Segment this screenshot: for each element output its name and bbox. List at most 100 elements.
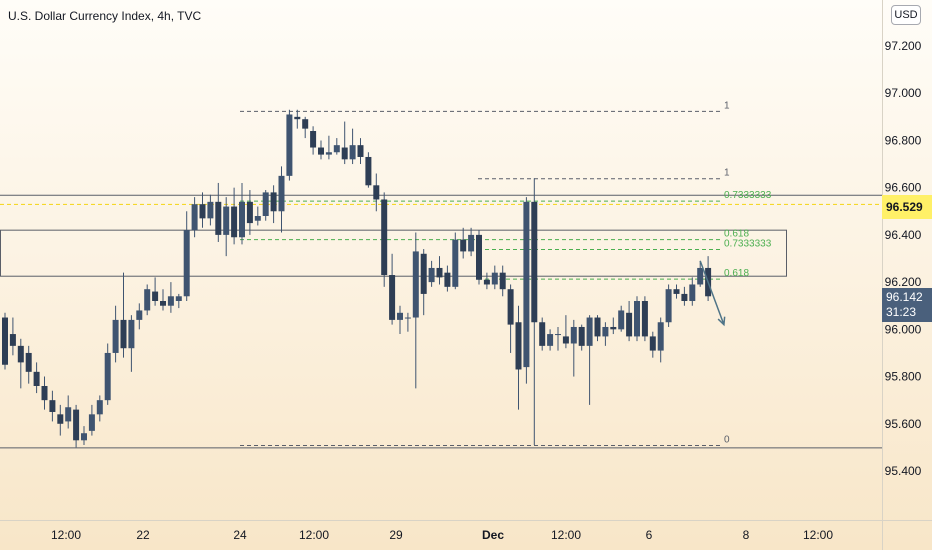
candle-body xyxy=(9,334,16,346)
candle-body xyxy=(689,284,696,301)
y-tick-label: 95.400 xyxy=(885,464,922,478)
candle-body xyxy=(191,204,198,231)
candle-body xyxy=(507,289,514,325)
candle-body xyxy=(49,400,56,412)
candle-body xyxy=(444,272,451,287)
x-tick-label: 12:00 xyxy=(551,528,581,542)
candle-body xyxy=(88,414,95,431)
candle-body xyxy=(302,119,309,129)
candle-body xyxy=(81,433,87,441)
candle-body xyxy=(136,310,143,320)
candle-body xyxy=(657,322,664,351)
candle-body xyxy=(436,267,443,278)
candle-body xyxy=(294,116,301,120)
x-tick-label: 12:00 xyxy=(51,528,81,542)
candle-body xyxy=(404,317,411,319)
currency-button[interactable]: USD xyxy=(891,5,921,25)
candle-body xyxy=(428,267,435,283)
candle-body xyxy=(681,293,688,301)
y-tick-label: 96.800 xyxy=(885,133,922,147)
x-tick-label: 22 xyxy=(136,528,150,542)
candle-body xyxy=(341,147,348,160)
candle-body xyxy=(199,204,206,219)
last-price-tag: 96.142 31:23 xyxy=(882,288,932,322)
candle-body xyxy=(65,407,72,422)
candle-body xyxy=(602,326,609,337)
candle-body xyxy=(231,206,238,238)
candle-body xyxy=(239,201,245,238)
candle-body xyxy=(460,239,467,252)
candle-body xyxy=(17,345,24,363)
candle-body xyxy=(160,301,166,306)
candle-body xyxy=(262,192,269,216)
candle-body xyxy=(634,301,640,337)
last-price-value: 96.142 xyxy=(886,290,923,304)
candle-body xyxy=(649,336,656,351)
candle-body xyxy=(381,199,388,276)
candle-body xyxy=(349,145,356,160)
candle-body xyxy=(286,114,293,176)
candle-body xyxy=(476,234,482,280)
candle-body xyxy=(365,156,372,186)
candle-body xyxy=(270,192,277,212)
candle-body xyxy=(610,326,617,330)
candle-body xyxy=(618,310,625,330)
candle-body xyxy=(207,201,214,219)
candle-body xyxy=(2,317,8,365)
candle-body xyxy=(278,175,285,212)
y-tick-label: 95.600 xyxy=(885,417,922,431)
candle-body xyxy=(491,272,498,285)
fib-level-label: 0 xyxy=(724,435,730,446)
y-tick-label: 95.800 xyxy=(885,370,922,384)
candle-body xyxy=(357,145,364,157)
candle-body xyxy=(665,289,672,323)
annotation-arrow xyxy=(699,260,725,325)
fib-level-label: 0.618 xyxy=(724,229,749,240)
x-tick-label: 8 xyxy=(743,528,750,542)
candle-body xyxy=(562,336,569,344)
candle-body xyxy=(144,289,151,311)
candle-body xyxy=(57,414,64,424)
fib-level-label: 0.7333333 xyxy=(724,190,772,201)
x-tick-label: 6 xyxy=(646,528,653,542)
candle-body xyxy=(175,296,182,301)
fib-level-label: 1 xyxy=(724,100,730,111)
y-tick-label: 97.000 xyxy=(885,86,922,100)
candle-body xyxy=(586,317,593,346)
y-tick-label: 96.600 xyxy=(885,181,922,195)
candle-body xyxy=(96,400,103,415)
candle-body xyxy=(104,352,111,401)
candle-body xyxy=(152,291,159,301)
candle-body xyxy=(389,275,396,320)
x-tick-label: 29 xyxy=(389,528,403,542)
candle-body xyxy=(183,230,190,297)
candle-body xyxy=(539,322,546,346)
candle-body xyxy=(468,234,475,252)
candle-body xyxy=(397,312,403,320)
rectangle-zone xyxy=(0,229,787,277)
candle-body xyxy=(325,152,332,155)
candle-body xyxy=(570,326,577,344)
candle-body xyxy=(555,334,561,336)
candle-body xyxy=(333,145,340,153)
candle-body xyxy=(452,239,459,287)
candle-body xyxy=(483,279,490,285)
x-tick-label: 12:00 xyxy=(803,528,833,542)
highlight-price-tag: 96.529 xyxy=(882,195,932,219)
candle-body xyxy=(547,334,554,346)
candle-body xyxy=(412,251,419,318)
candle-body xyxy=(531,201,538,323)
candle-body xyxy=(223,206,230,235)
candle-body xyxy=(128,319,135,349)
candle-body xyxy=(594,317,601,337)
x-tick-label: Dec xyxy=(482,528,504,542)
candle-body xyxy=(25,352,32,372)
candle-body xyxy=(310,131,317,148)
y-tick-label: 97.200 xyxy=(885,39,922,53)
candle-body xyxy=(641,301,648,337)
x-tick-label: 12:00 xyxy=(299,528,329,542)
candle-body xyxy=(112,319,119,353)
candle-body xyxy=(578,326,585,346)
